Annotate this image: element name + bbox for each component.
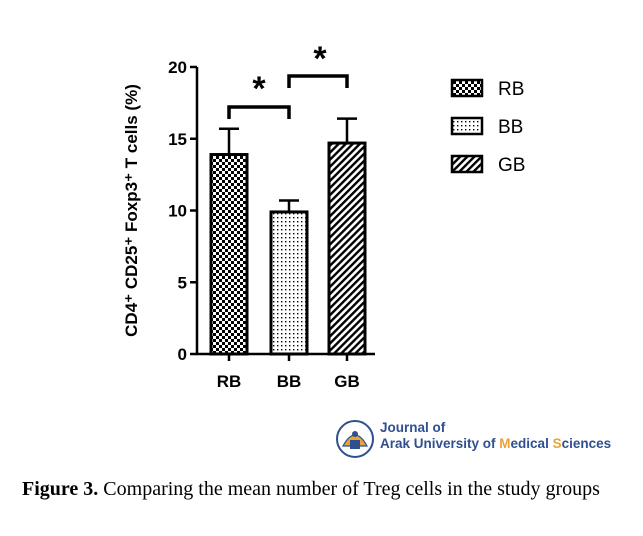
x-tick-label: GB xyxy=(334,372,360,391)
journal-name: Journal of Arak University of Medical Sc… xyxy=(380,420,611,452)
journal-logo xyxy=(333,418,633,460)
x-tick-label: RB xyxy=(217,372,242,391)
significance-star: * xyxy=(313,40,327,78)
y-tick-label: 15 xyxy=(168,130,187,149)
caption-label: Figure 3. xyxy=(22,478,99,500)
y-tick-label: 20 xyxy=(168,58,187,77)
bar-rb xyxy=(209,153,249,356)
legend-swatch xyxy=(450,154,484,174)
journal-line-2-part: Arak University of xyxy=(380,436,500,451)
bar-chart: 0 5 10 15 20 CD4⁺ CD25⁺ Foxp3⁺ T cells (%) RB B… xyxy=(122,40,525,391)
significance-bracket xyxy=(227,105,291,119)
journal-line-1: Journal of xyxy=(380,420,446,435)
journal-line-2-part: M xyxy=(499,436,511,451)
caption-text: Comparing the mean number of Treg cells … xyxy=(98,478,600,500)
journal-line-2-part: edical xyxy=(510,436,553,451)
journal-line-2-part: ciences xyxy=(561,436,612,451)
university-seal-icon xyxy=(336,420,374,458)
y-axis-label: CD4⁺ CD25⁺ Foxp3⁺ T cells (%) xyxy=(122,84,141,337)
legend-label: BB xyxy=(498,117,523,138)
legend-label: GB xyxy=(498,155,525,176)
legend-label: RB xyxy=(498,79,524,100)
journal-line-2-part: S xyxy=(552,436,562,451)
bar-bb xyxy=(269,210,309,356)
legend-swatch xyxy=(450,78,484,98)
figure-caption: Figure 3. Comparing the mean number of T… xyxy=(22,474,622,504)
y-tick-label: 5 xyxy=(178,273,187,292)
legend-swatch xyxy=(450,116,484,136)
significance-bracket xyxy=(287,74,349,88)
significance-star: * xyxy=(252,70,266,108)
y-tick-label: 10 xyxy=(168,202,187,221)
bar-gb xyxy=(327,141,367,356)
x-tick-label: BB xyxy=(277,372,302,391)
y-tick-label: 0 xyxy=(178,345,187,364)
journal-line-2: Arak University of Medical Sciences xyxy=(380,436,611,452)
